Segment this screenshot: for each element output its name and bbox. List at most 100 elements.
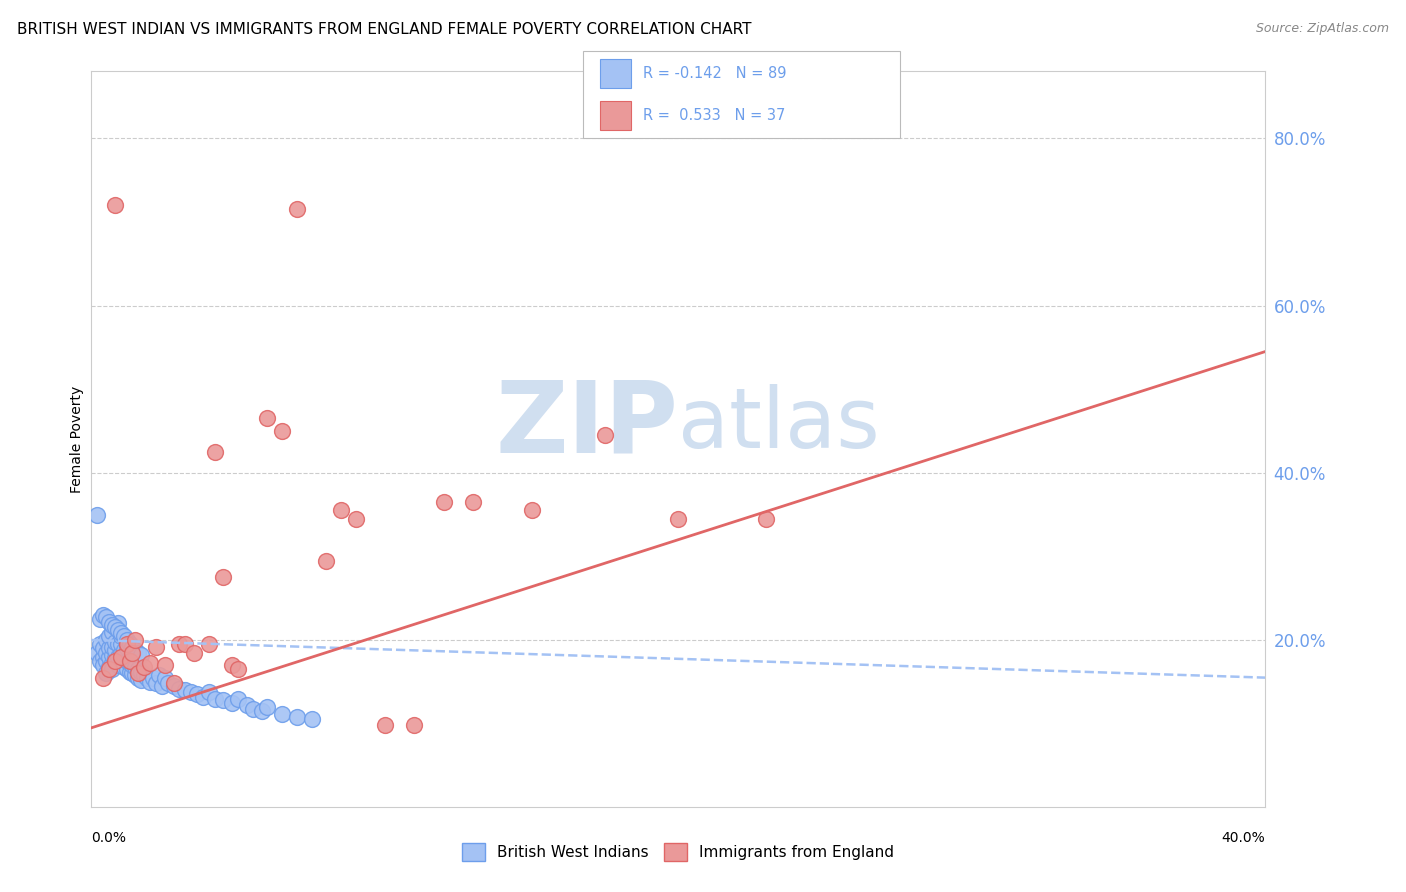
- Point: [94, 654, 117, 668]
- Point: [89, 654, 111, 668]
- Point: [256, 411, 278, 425]
- Text: 40.0%: 40.0%: [1222, 831, 1265, 846]
- Point: [107, 637, 129, 651]
- Text: R = -0.142   N = 89: R = -0.142 N = 89: [643, 66, 786, 81]
- Point: [666, 512, 689, 526]
- Point: [94, 666, 117, 681]
- Point: [150, 679, 173, 693]
- Point: [212, 693, 235, 707]
- Point: [118, 665, 141, 679]
- Point: [461, 495, 484, 509]
- Point: [110, 646, 132, 660]
- Point: [115, 654, 138, 668]
- Point: [107, 623, 129, 637]
- Point: [139, 657, 162, 671]
- Text: ZIP: ZIP: [495, 376, 678, 473]
- Point: [145, 676, 167, 690]
- Text: atlas: atlas: [678, 384, 880, 465]
- Point: [118, 637, 141, 651]
- Point: [91, 649, 114, 664]
- Point: [153, 658, 176, 673]
- Point: [110, 637, 132, 651]
- Point: [107, 616, 129, 631]
- Point: [101, 662, 124, 676]
- Point: [183, 646, 205, 660]
- Point: [110, 629, 132, 643]
- Point: [226, 691, 249, 706]
- Point: [329, 503, 352, 517]
- Text: BRITISH WEST INDIAN VS IMMIGRANTS FROM ENGLAND FEMALE POVERTY CORRELATION CHART: BRITISH WEST INDIAN VS IMMIGRANTS FROM E…: [17, 22, 751, 37]
- Point: [127, 662, 149, 676]
- Point: [169, 681, 191, 696]
- Point: [174, 683, 197, 698]
- Point: [98, 615, 121, 629]
- Point: [121, 658, 143, 673]
- Point: [344, 512, 367, 526]
- Point: [98, 629, 121, 643]
- Point: [256, 699, 278, 714]
- Point: [101, 624, 124, 639]
- Point: [124, 633, 146, 648]
- Point: [91, 658, 114, 673]
- Point: [104, 651, 127, 665]
- Point: [236, 698, 259, 713]
- Point: [118, 657, 141, 671]
- Point: [107, 649, 129, 664]
- Point: [127, 671, 149, 685]
- Point: [104, 643, 127, 657]
- Point: [107, 658, 129, 673]
- Point: [129, 665, 152, 679]
- Point: [136, 671, 159, 685]
- Point: [86, 508, 108, 522]
- Point: [115, 662, 138, 676]
- Point: [191, 690, 214, 704]
- Point: [271, 706, 294, 721]
- Point: [112, 651, 135, 665]
- Point: [432, 495, 454, 509]
- Point: [101, 618, 124, 632]
- Point: [134, 660, 156, 674]
- Point: [197, 637, 219, 651]
- Point: [98, 641, 121, 656]
- Point: [121, 666, 143, 681]
- Point: [104, 198, 127, 212]
- Point: [285, 710, 308, 724]
- Point: [91, 671, 114, 685]
- Text: R =  0.533   N = 37: R = 0.533 N = 37: [643, 108, 785, 123]
- Point: [180, 685, 202, 699]
- Text: 0.0%: 0.0%: [91, 831, 127, 846]
- Point: [204, 691, 226, 706]
- Point: [98, 660, 121, 674]
- Point: [755, 512, 778, 526]
- Point: [91, 607, 114, 622]
- Point: [89, 637, 111, 651]
- Point: [221, 696, 243, 710]
- Point: [104, 620, 127, 634]
- Point: [186, 687, 208, 701]
- Point: [593, 428, 616, 442]
- Point: [169, 637, 191, 651]
- Point: [153, 671, 176, 685]
- Point: [285, 202, 308, 217]
- Point: [129, 648, 152, 662]
- Point: [124, 643, 146, 657]
- Point: [112, 643, 135, 657]
- Point: [197, 685, 219, 699]
- Point: [115, 637, 138, 651]
- Point: [104, 634, 127, 648]
- Point: [204, 445, 226, 459]
- Point: [127, 666, 149, 681]
- Point: [115, 633, 138, 648]
- Point: [156, 676, 179, 690]
- Point: [94, 646, 117, 660]
- Point: [98, 662, 121, 676]
- Point: [110, 654, 132, 668]
- Point: [520, 503, 543, 517]
- Point: [250, 704, 273, 718]
- Point: [301, 713, 323, 727]
- Point: [212, 570, 235, 584]
- Point: [101, 657, 124, 671]
- Point: [110, 649, 132, 664]
- Point: [162, 679, 184, 693]
- Point: [162, 676, 184, 690]
